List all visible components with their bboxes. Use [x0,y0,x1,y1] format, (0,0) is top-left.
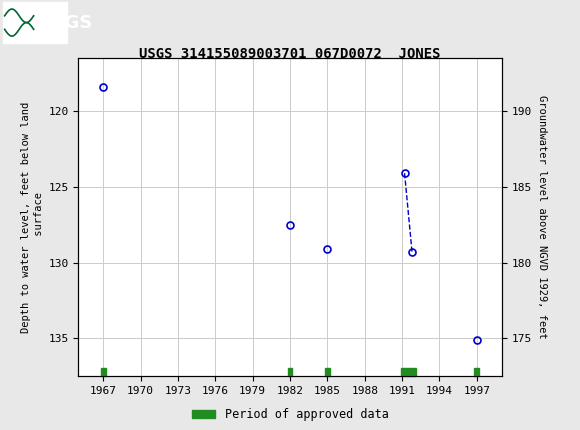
Bar [325,368,330,376]
Bar [474,368,479,376]
Text: USGS 314155089003701 067D0072  JONES: USGS 314155089003701 067D0072 JONES [139,47,441,61]
Text: USGS: USGS [38,14,93,31]
Legend: Period of approved data: Period of approved data [187,404,393,426]
Bar [288,368,292,376]
Y-axis label: Groundwater level above NGVD 1929, feet: Groundwater level above NGVD 1929, feet [537,95,547,339]
Bar [401,368,416,376]
Bar [101,368,106,376]
Y-axis label: Depth to water level, feet below land
 surface: Depth to water level, feet below land su… [21,101,44,333]
FancyBboxPatch shape [3,2,67,43]
